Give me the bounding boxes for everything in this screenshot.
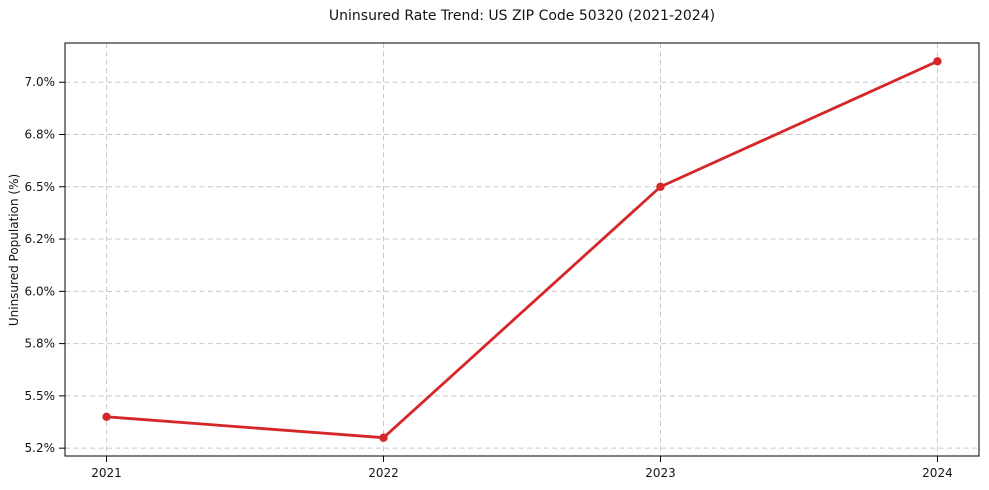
data-point-marker: [379, 433, 388, 442]
chart-title: Uninsured Rate Trend: US ZIP Code 50320 …: [328, 8, 716, 24]
data-point-marker: [102, 412, 111, 421]
plot-border: [64, 42, 980, 457]
y-tick-label: 6.8%: [25, 127, 56, 141]
y-tick-label: 5.8%: [25, 337, 56, 351]
x-tick-label: 2024: [922, 466, 953, 480]
y-tick-label: 5.5%: [25, 389, 56, 403]
x-tick-label: 2022: [368, 466, 399, 480]
data-point-marker: [656, 182, 665, 191]
data-point-marker: [933, 57, 942, 66]
x-tick-label: 2021: [91, 466, 122, 480]
y-tick-label: 6.2%: [25, 232, 56, 246]
y-tick-label: 7.0%: [25, 75, 56, 89]
y-tick-label: 6.5%: [25, 180, 56, 194]
trend-line: [105, 59, 939, 440]
y-tick-label: 6.0%: [25, 284, 56, 298]
x-tick-label: 2023: [645, 466, 676, 480]
y-tick-label: 5.2%: [25, 441, 56, 455]
